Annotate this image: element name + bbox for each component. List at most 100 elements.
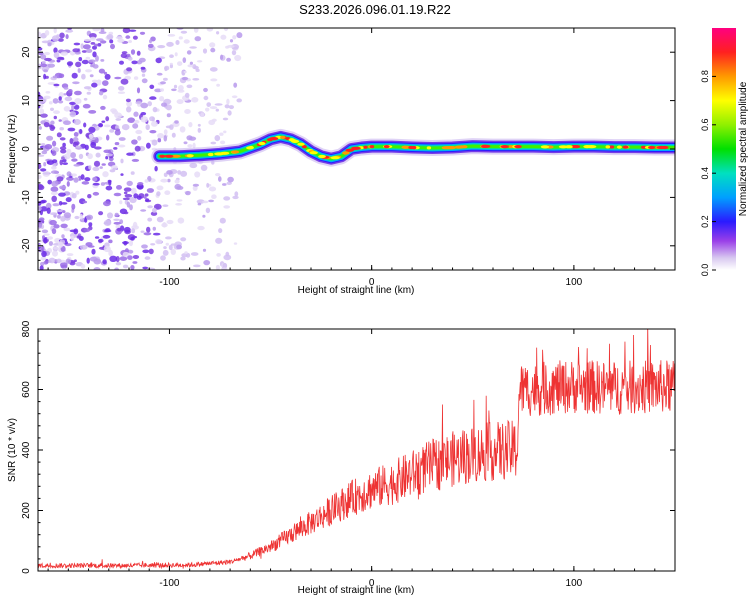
noise-speckle: [58, 100, 64, 104]
noise-speckle: [108, 249, 113, 257]
noise-speckle: [128, 29, 137, 32]
noise-speckle: [39, 265, 44, 270]
noise-speckle: [176, 244, 183, 250]
noise-speckle: [44, 51, 50, 56]
noise-speckle: [210, 78, 218, 82]
noise-speckle: [187, 144, 193, 148]
noise-speckle: [62, 210, 66, 214]
noise-speckle: [136, 87, 141, 94]
noise-speckle: [105, 116, 110, 122]
spectrogram-xlabel: Height of straight line (km): [298, 285, 415, 296]
noise-speckle: [184, 92, 190, 98]
noise-speckle: [194, 171, 201, 178]
noise-speckle: [180, 256, 186, 261]
noise-speckle: [43, 122, 50, 128]
snr-ylabel: SNR (10 * v/v): [7, 418, 18, 482]
noise-speckle: [50, 186, 59, 192]
noise-speckle: [209, 67, 218, 72]
noise-speckle: [180, 30, 188, 34]
noise-speckle: [115, 128, 120, 132]
noise-speckle: [218, 228, 223, 234]
noise-speckle: [215, 264, 220, 270]
noise-speckle: [152, 106, 158, 113]
noise-speckle: [226, 44, 235, 48]
noise-speckle: [139, 31, 146, 35]
noise-speckle: [234, 54, 242, 62]
noise-speckle: [84, 144, 89, 151]
noise-speckle: [52, 250, 58, 257]
noise-speckle: [177, 170, 182, 175]
noise-speckle: [87, 245, 95, 248]
noise-speckle: [93, 160, 101, 167]
noise-speckle: [166, 113, 171, 118]
noise-speckle: [125, 98, 131, 103]
noise-speckle: [206, 102, 211, 107]
noise-speckle: [231, 95, 238, 99]
noise-speckle: [114, 129, 121, 136]
ridge-hotspot: [164, 154, 174, 158]
noise-speckle: [214, 103, 223, 106]
noise-speckle: [104, 73, 111, 80]
noise-speckle: [102, 94, 108, 100]
noise-speckle: [142, 266, 149, 270]
noise-speckle: [48, 241, 54, 246]
noise-speckle: [220, 34, 227, 40]
noise-speckle: [43, 69, 48, 73]
colorbar-tick-label: 0.6: [700, 119, 710, 132]
noise-speckle: [126, 67, 133, 72]
noise-speckle: [185, 191, 191, 196]
spectrogram-ylabel: Frequency (Hz): [7, 115, 18, 184]
noise-speckle: [58, 201, 63, 206]
noise-speckle: [151, 116, 155, 122]
noise-speckle: [38, 184, 45, 191]
noise-speckle: [46, 160, 55, 166]
noise-speckle: [123, 187, 132, 192]
noise-speckle: [192, 142, 196, 149]
ridge-hotspot: [616, 145, 622, 149]
ridge-hotspot: [622, 145, 629, 149]
noise-speckle: [119, 60, 124, 65]
noise-speckle: [59, 57, 65, 61]
noise-speckle: [231, 49, 237, 56]
noise-speckle: [175, 40, 180, 45]
noise-speckle: [48, 257, 56, 264]
noise-speckle: [80, 43, 84, 50]
noise-speckle: [165, 104, 172, 111]
noise-speckle: [236, 32, 243, 39]
noise-speckle: [72, 137, 79, 142]
noise-speckle: [83, 44, 91, 50]
ridge-hotspot: [363, 145, 368, 149]
noise-speckle: [228, 105, 234, 110]
noise-speckle: [90, 141, 97, 149]
noise-speckle: [131, 60, 138, 65]
noise-speckle: [38, 163, 42, 170]
noise-speckle: [105, 185, 113, 191]
noise-speckle: [152, 207, 157, 213]
noise-speckle: [63, 93, 67, 96]
noise-speckle: [189, 162, 198, 169]
noise-speckle: [145, 124, 150, 131]
noise-speckle: [38, 126, 42, 130]
noise-speckle: [176, 199, 183, 202]
noise-speckle: [193, 264, 201, 268]
noise-speckle: [58, 119, 62, 122]
ridge-hotspot: [605, 145, 611, 149]
noise-speckle: [118, 137, 126, 141]
noise-speckle: [140, 209, 147, 212]
noise-speckle: [184, 109, 191, 114]
noise-speckle: [160, 178, 168, 183]
noise-speckle: [41, 40, 50, 44]
noise-speckle: [119, 200, 123, 205]
noise-speckle: [226, 98, 230, 105]
ridge-hotspot: [269, 137, 279, 141]
noise-speckle: [131, 158, 140, 162]
colorbar-tick-label: 0.8: [700, 70, 710, 83]
noise-speckle: [38, 174, 42, 179]
noise-speckle: [77, 68, 81, 73]
noise-speckle: [178, 36, 183, 40]
noise-speckle: [178, 85, 184, 91]
noise-speckle: [63, 120, 71, 125]
noise-speckle: [146, 142, 151, 149]
noise-speckle: [120, 53, 128, 59]
noise-speckle: [115, 36, 124, 40]
